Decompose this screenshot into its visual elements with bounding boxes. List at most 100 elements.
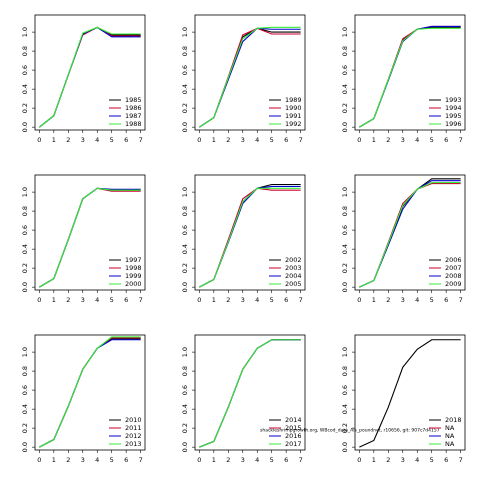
y-tick-label: 0.6 bbox=[181, 385, 189, 395]
y-tick-label: 1.0 bbox=[21, 347, 29, 357]
x-tick-label: 1 bbox=[212, 296, 216, 304]
x-tick-label: 0 bbox=[357, 136, 361, 144]
legend-label: 2002 bbox=[285, 256, 302, 264]
x-tick-label: 1 bbox=[52, 136, 56, 144]
y-tick-label: 0.8 bbox=[341, 206, 349, 216]
legend-label: 1996 bbox=[445, 120, 462, 128]
plot-frame bbox=[354, 174, 466, 291]
series-line bbox=[359, 339, 461, 448]
legend-label: NA bbox=[445, 432, 455, 440]
legend-label: 2018 bbox=[445, 416, 462, 424]
x-tick-label: 0 bbox=[197, 136, 201, 144]
x-tick-label: 4 bbox=[95, 296, 99, 304]
legend-label: 2005 bbox=[285, 280, 302, 288]
x-tick-label: 0 bbox=[37, 456, 41, 464]
x-tick-label: 3 bbox=[81, 136, 85, 144]
x-tick-label: 7 bbox=[139, 456, 143, 464]
y-tick-label: 0.2 bbox=[181, 103, 189, 113]
x-tick-label: 6 bbox=[444, 136, 448, 144]
y-tick-label: 0.4 bbox=[21, 84, 29, 94]
y-tick-label: 1.0 bbox=[341, 187, 349, 197]
x-tick-label: 5 bbox=[430, 456, 434, 464]
legend-label: 1991 bbox=[285, 112, 302, 120]
x-tick-label: 5 bbox=[110, 136, 114, 144]
y-tick-label: 0.2 bbox=[21, 423, 29, 433]
y-tick-label: 0.8 bbox=[181, 366, 189, 376]
plot-frame bbox=[34, 334, 146, 451]
y-tick-label: 0.0 bbox=[21, 442, 29, 452]
y-tick-label: 0.2 bbox=[341, 263, 349, 273]
legend-label: 2004 bbox=[285, 272, 302, 280]
x-tick-label: 2 bbox=[386, 456, 390, 464]
x-tick-label: 6 bbox=[444, 296, 448, 304]
x-tick-label: 2 bbox=[386, 136, 390, 144]
x-tick-label: 1 bbox=[212, 136, 216, 144]
legend-label: 1985 bbox=[125, 96, 142, 104]
x-tick-label: 7 bbox=[299, 296, 303, 304]
legend-label: 2011 bbox=[125, 424, 142, 432]
y-tick-label: 0.4 bbox=[341, 84, 349, 94]
y-tick-label: 0.6 bbox=[341, 65, 349, 75]
x-tick-label: 1 bbox=[372, 296, 376, 304]
legend-label: 2007 bbox=[445, 264, 462, 272]
x-tick-label: 0 bbox=[197, 296, 201, 304]
series-line bbox=[359, 182, 461, 288]
x-tick-label: 5 bbox=[430, 136, 434, 144]
y-tick-label: 0.6 bbox=[341, 385, 349, 395]
x-tick-label: 3 bbox=[81, 296, 85, 304]
x-tick-label: 5 bbox=[110, 456, 114, 464]
x-tick-label: 2 bbox=[226, 296, 230, 304]
x-tick-label: 0 bbox=[197, 456, 201, 464]
legend-label: 1999 bbox=[125, 272, 142, 280]
x-tick-label: 1 bbox=[372, 136, 376, 144]
y-tick-label: 1.0 bbox=[21, 187, 29, 197]
legend-label: 2013 bbox=[125, 440, 142, 448]
y-tick-label: 0.4 bbox=[21, 404, 29, 414]
legend-label: 1986 bbox=[125, 104, 142, 112]
x-tick-label: 3 bbox=[401, 296, 405, 304]
x-tick-label: 4 bbox=[255, 456, 259, 464]
legend-label: 2015 bbox=[285, 424, 302, 432]
x-tick-label: 7 bbox=[299, 456, 303, 464]
series-line bbox=[39, 187, 141, 288]
series-line bbox=[199, 339, 301, 448]
legend-label: 1994 bbox=[445, 104, 462, 112]
y-tick-label: 0.6 bbox=[21, 225, 29, 235]
legend-label: 2017 bbox=[285, 440, 302, 448]
y-tick-label: 0.4 bbox=[181, 404, 189, 414]
legend-label: 2003 bbox=[285, 264, 302, 272]
y-tick-label: 0.0 bbox=[181, 282, 189, 292]
y-tick-label: 0.2 bbox=[341, 103, 349, 113]
x-tick-label: 6 bbox=[444, 456, 448, 464]
y-tick-label: 0.8 bbox=[181, 46, 189, 56]
y-tick-label: 0.2 bbox=[181, 263, 189, 273]
x-tick-label: 3 bbox=[401, 456, 405, 464]
y-tick-label: 0.0 bbox=[181, 122, 189, 132]
x-tick-label: 4 bbox=[95, 136, 99, 144]
x-tick-label: 5 bbox=[430, 296, 434, 304]
y-tick-label: 0.0 bbox=[341, 122, 349, 132]
y-tick-label: 0.8 bbox=[21, 206, 29, 216]
x-tick-label: 1 bbox=[212, 456, 216, 464]
x-tick-label: 3 bbox=[81, 456, 85, 464]
legend-label: 2000 bbox=[125, 280, 142, 288]
legend-label: 1990 bbox=[285, 104, 302, 112]
x-tick-label: 2 bbox=[66, 456, 70, 464]
x-tick-label: 2 bbox=[386, 296, 390, 304]
y-tick-label: 1.0 bbox=[21, 27, 29, 37]
x-tick-label: 5 bbox=[270, 296, 274, 304]
x-tick-label: 2 bbox=[226, 136, 230, 144]
legend-label: 1989 bbox=[285, 96, 302, 104]
x-tick-label: 5 bbox=[110, 296, 114, 304]
y-tick-label: 0.4 bbox=[181, 84, 189, 94]
legend-label: 1993 bbox=[445, 96, 462, 104]
x-tick-label: 6 bbox=[284, 456, 288, 464]
legend-label: NA bbox=[445, 440, 455, 448]
legend-label: NA bbox=[445, 424, 455, 432]
plot-frame bbox=[194, 174, 306, 291]
y-tick-label: 0.2 bbox=[341, 423, 349, 433]
x-tick-label: 6 bbox=[124, 296, 128, 304]
x-tick-label: 6 bbox=[124, 456, 128, 464]
legend-label: 1988 bbox=[125, 120, 142, 128]
y-tick-label: 0.2 bbox=[21, 263, 29, 273]
